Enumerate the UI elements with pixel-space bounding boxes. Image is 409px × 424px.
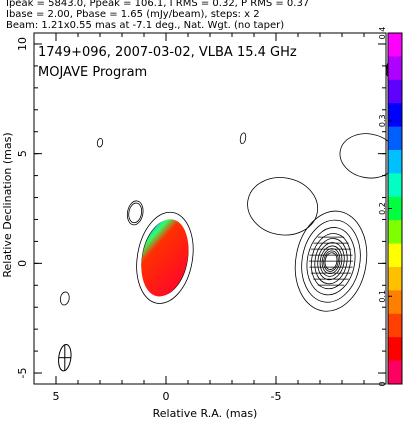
colorbar-segment	[388, 126, 402, 151]
contour-line	[136, 211, 194, 304]
program-title: MOJAVE Program	[38, 65, 147, 80]
colorbar-tick-label: 0.1	[378, 290, 387, 303]
contour-layer	[59, 59, 398, 312]
contour-line	[294, 210, 368, 312]
contour-line	[301, 219, 361, 303]
colorbar-segment	[388, 56, 402, 81]
y-tick-label: 0	[16, 260, 29, 267]
colorbar-segment	[388, 196, 402, 221]
contour-line	[126, 200, 144, 226]
plot-frame	[33, 32, 387, 385]
colorbar-segment	[388, 337, 402, 362]
colorbar-segment	[388, 313, 402, 338]
x-tick-label: 5	[53, 390, 60, 403]
contour-line	[239, 132, 247, 145]
colorbar-segment	[388, 267, 402, 291]
contour-line	[96, 137, 104, 148]
contour-line	[317, 242, 345, 281]
contour-group-north-knot	[126, 200, 144, 226]
colorbar-segment	[388, 290, 402, 315]
contour-line	[128, 202, 143, 224]
colorbar-segment	[388, 103, 402, 128]
source-title: 1749+096, 2007-03-02, VLBA 15.4 GHz	[38, 45, 297, 60]
core-polarized-emission	[141, 219, 189, 297]
x-tick-label: 0	[163, 390, 170, 403]
header-beam-line: Beam: 1.21x0.55 mas at -7.1 deg., Nat. W…	[6, 20, 285, 31]
colorbar: 0 0.1 0.2 0.3 0.4	[378, 27, 403, 387]
x-tick-label: -5	[271, 390, 282, 403]
contour-group-nw-blob	[247, 177, 319, 236]
colorbar-segment	[388, 33, 402, 57]
y-tick-label: -5	[16, 368, 29, 379]
contour-line	[310, 233, 352, 290]
y-tick-label: 5	[16, 150, 29, 157]
y-axis-label: Relative Declination (mas)	[1, 132, 14, 277]
colorbar-segment	[388, 150, 402, 174]
contour-line	[59, 291, 70, 306]
contour-line	[319, 245, 343, 277]
contour-group-north-dot	[96, 137, 104, 148]
header-base-line: Ibase = 2.00, Pbase = 1.65 (mJy/beam), s…	[6, 9, 260, 20]
contour-line	[324, 252, 338, 270]
y-tick-label: 10	[16, 37, 29, 51]
jet-evpa-sticks	[309, 236, 353, 286]
contour-group-east-jet	[294, 210, 368, 312]
colorbar-tick-label: 0.3	[378, 114, 387, 127]
axes-ticks: 5 0 -5 -5 0 5 10	[16, 33, 387, 403]
header-stats-line: Ipeak = 5843.0, Ppeak = 106.1, I RMS = 0…	[6, 0, 310, 9]
colorbar-segment	[388, 79, 402, 104]
colorbar-tick-label: 0.4	[378, 27, 387, 40]
contour-group-top-dot	[239, 132, 247, 145]
colorbar-segment	[388, 173, 402, 198]
colorbar-tick-label: 0	[378, 381, 387, 386]
contour-line	[314, 238, 348, 285]
colorbar-segment	[388, 220, 402, 245]
beam-ellipse	[58, 343, 72, 372]
contour-line	[306, 227, 356, 296]
contour-line	[323, 250, 339, 272]
contour-group-sw-small	[59, 291, 70, 306]
colorbar-segment	[388, 360, 402, 385]
beam-shape	[58, 343, 72, 372]
colorbar-segment	[388, 243, 402, 268]
x-axis-label: Relative R.A. (mas)	[153, 407, 258, 420]
polarization-color-layer	[141, 219, 189, 297]
colorbar-tick-label: 0.2	[378, 202, 387, 215]
contour-line	[247, 177, 319, 236]
